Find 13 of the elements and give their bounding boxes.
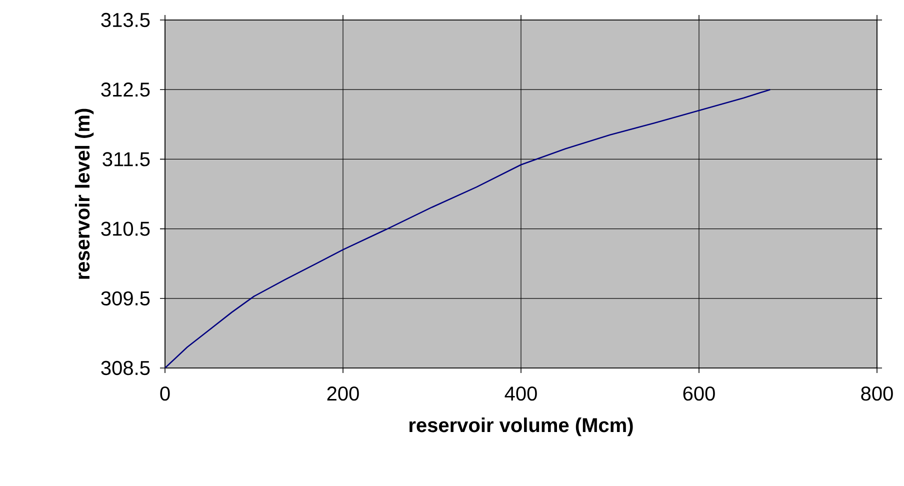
y-tick-label: 308.5 (101, 360, 150, 376)
x-tick-label: 800 (861, 386, 893, 401)
x-tick-label: 0 (160, 386, 170, 401)
x-axis-title: reservoir volume (Mcm) (409, 418, 633, 436)
y-axis-title: reservoir level (m) (74, 108, 94, 279)
y-tick-label: 310.5 (101, 222, 150, 236)
y-tick-label: 312.5 (101, 82, 150, 97)
y-tick-label: 309.5 (101, 291, 150, 306)
y-tick-label: 311.5 (102, 152, 150, 166)
x-tick-label: 400 (504, 386, 537, 401)
y-tick-label: 313.5 (101, 12, 150, 28)
x-tick-label: 200 (327, 386, 359, 401)
x-tick-label: 600 (683, 386, 715, 401)
